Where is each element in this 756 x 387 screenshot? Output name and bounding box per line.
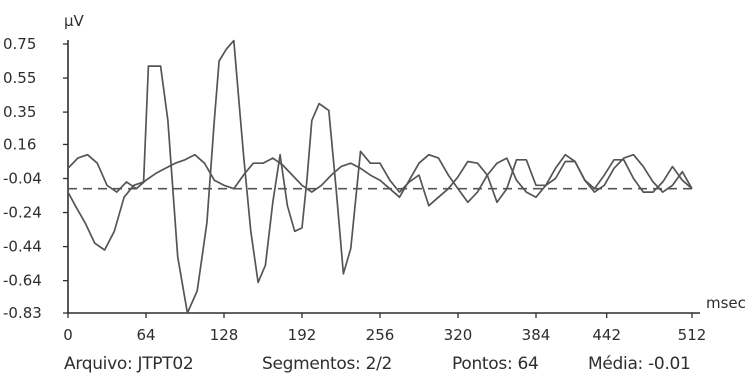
x-tick-label: 64: [136, 326, 155, 344]
x-tick-label: 512: [678, 326, 707, 344]
y-tick-label: -0.83: [3, 304, 42, 322]
y-tick-label: 0.16: [3, 135, 36, 153]
points-label: Pontos: 64: [452, 354, 539, 374]
y-tick-label: 0.75: [3, 35, 36, 53]
file-name-label: Arquivo: JTPT02: [64, 354, 194, 374]
y-tick-label: -0.04: [3, 170, 42, 188]
y-tick-label: 0.55: [3, 69, 36, 87]
x-tick-label: 192: [288, 326, 317, 344]
x-tick-label: 320: [444, 326, 473, 344]
y-tick-label: 0.35: [3, 103, 36, 121]
x-tick-label: 0: [63, 326, 73, 344]
y-tick-label: -0.44: [3, 238, 42, 256]
segments-label: Segmentos: 2/2: [262, 354, 393, 374]
series-1-line: [67, 39, 693, 314]
y-axis-unit-label: μV: [64, 12, 85, 30]
y-tick-label: -0.64: [3, 272, 42, 290]
recording-info-footer: Arquivo: JTPT02 Segmentos: 2/2 Pontos: 6…: [0, 354, 756, 384]
x-tick-label: 384: [522, 326, 551, 344]
x-tick-label: 256: [366, 326, 395, 344]
series-group: [67, 39, 693, 314]
mean-label: Média: -0.01: [588, 354, 691, 374]
series-2-line: [67, 153, 693, 204]
y-tick-label: -0.24: [3, 204, 42, 222]
x-tick-label: 442: [592, 326, 621, 344]
x-axis-unit-label: msec: [706, 294, 746, 312]
y-axis: 0.75 0.55 0.35 0.16 -0.04 -0.24 -0.44 -0.64 -0.8…: [3, 35, 69, 322]
x-axis: 0 64 128 192 256 320 384 442 512: [63, 312, 707, 344]
x-tick-label: 128: [210, 326, 239, 344]
